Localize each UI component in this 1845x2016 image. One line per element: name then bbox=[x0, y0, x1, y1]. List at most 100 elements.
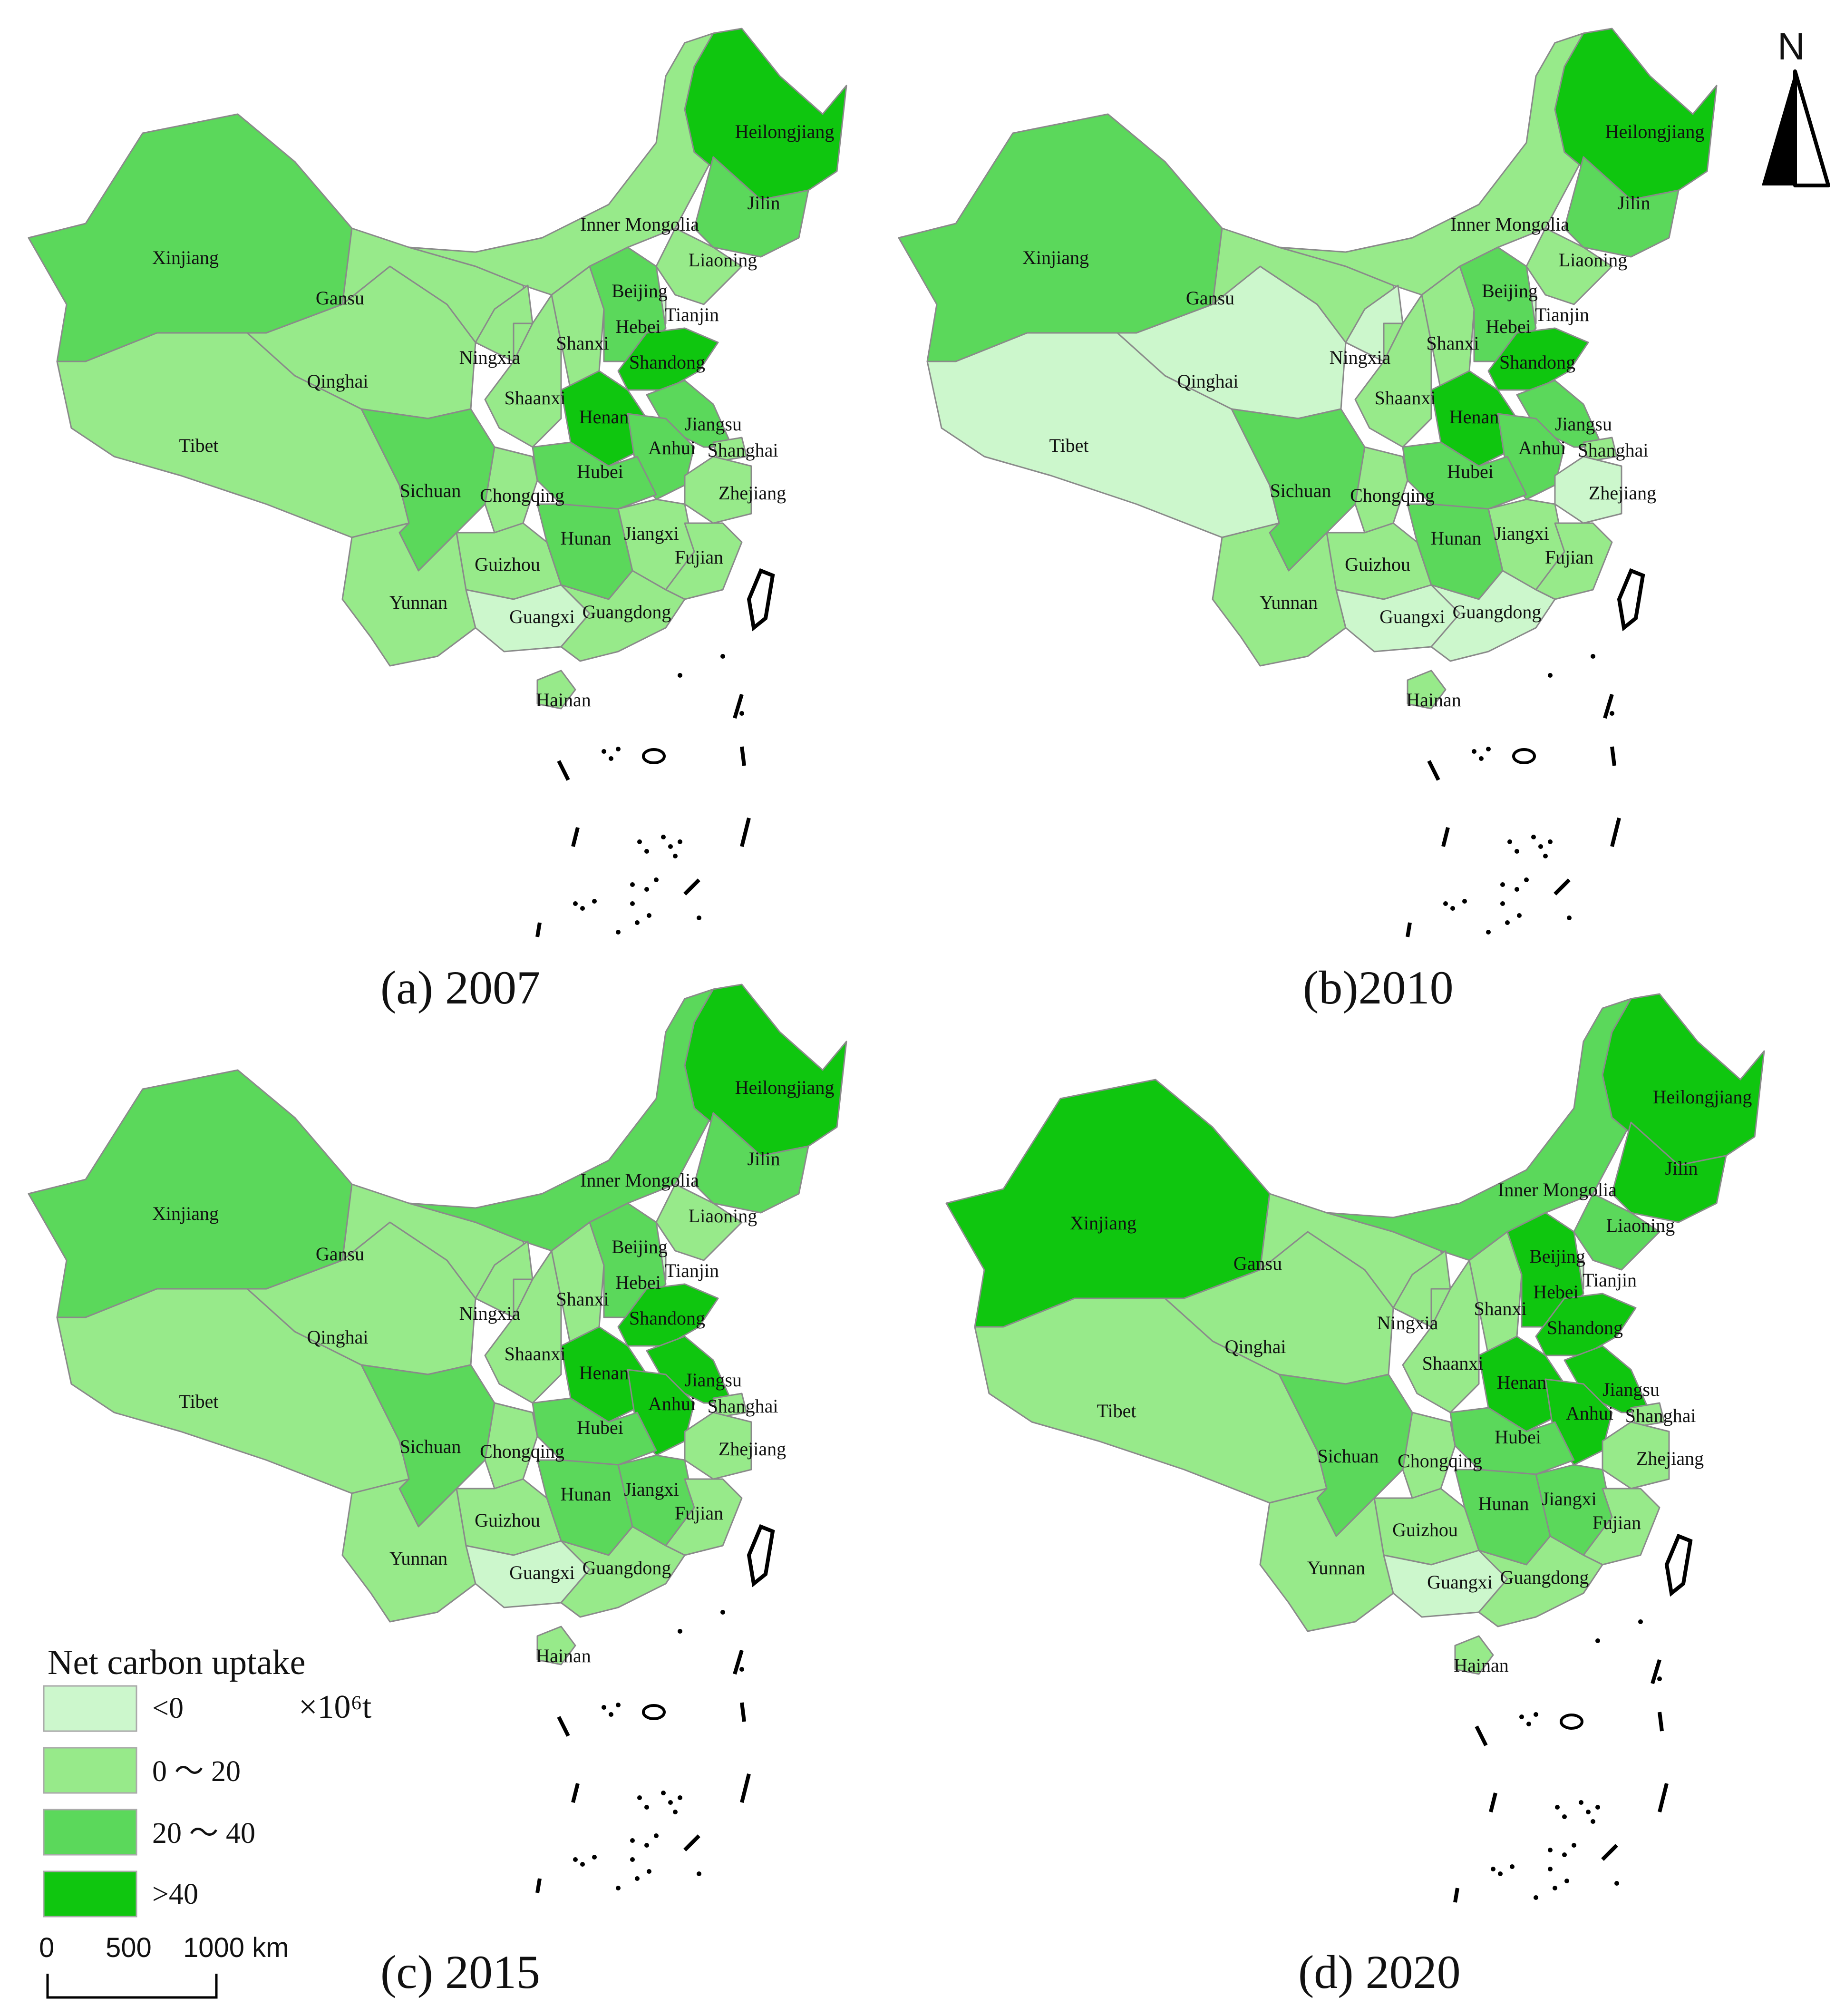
province-label-guangdong: Guangdong bbox=[583, 1557, 671, 1578]
province-shanghai bbox=[712, 437, 748, 462]
province-label-beijing: Beijing bbox=[1482, 280, 1538, 302]
island-dot bbox=[573, 1857, 578, 1862]
province-label-tibet: Tibet bbox=[1049, 435, 1088, 456]
province-label-ningxia: Ningxia bbox=[1330, 347, 1391, 368]
province-label-inner-mongolia: Inner Mongolia bbox=[1450, 214, 1569, 235]
island-dot bbox=[1515, 849, 1519, 854]
island-dot bbox=[630, 901, 635, 906]
island-dot bbox=[1505, 920, 1510, 925]
province-fujian bbox=[1535, 522, 1613, 600]
province-hubei bbox=[532, 1397, 657, 1466]
island-dot bbox=[635, 1876, 640, 1881]
province-label-hunan: Hunan bbox=[1431, 527, 1482, 549]
province-label-qinghai: Qinghai bbox=[1225, 1336, 1286, 1357]
province-label-jiangxi: Jiangxi bbox=[1542, 1488, 1597, 1510]
island-dot bbox=[1555, 1805, 1560, 1810]
island-dot bbox=[602, 1705, 606, 1710]
province-label-jiangsu: Jiangsu bbox=[685, 413, 742, 435]
province-label-jilin: Jilin bbox=[748, 1148, 780, 1169]
province-label-shaanxi: Shaanxi bbox=[1422, 1353, 1484, 1374]
province-label-chongqing: Chongqing bbox=[480, 485, 564, 506]
island-dot bbox=[1507, 839, 1512, 844]
province-shaanxi bbox=[484, 294, 562, 448]
province-label-guangdong: Guangdong bbox=[1453, 601, 1542, 623]
province-label-sichuan: Sichuan bbox=[1318, 1445, 1379, 1467]
island-dot bbox=[661, 835, 666, 839]
island-dot bbox=[697, 1871, 701, 1876]
province-label-shandong: Shandong bbox=[629, 351, 705, 373]
island-dot bbox=[609, 756, 613, 761]
province-label-tianjin: Tianjin bbox=[1583, 1269, 1637, 1291]
province-label-ningxia: Ningxia bbox=[1377, 1312, 1438, 1334]
island-dot bbox=[668, 1800, 673, 1805]
island-dot bbox=[1486, 747, 1491, 751]
province-shanghai bbox=[1583, 437, 1618, 462]
province-label-gansu: Gansu bbox=[1233, 1253, 1282, 1274]
province-label-guangdong: Guangdong bbox=[1500, 1567, 1589, 1588]
island-dot bbox=[678, 1629, 682, 1634]
province-label-zhejiang: Zhejiang bbox=[1589, 482, 1656, 504]
province-hubei bbox=[532, 441, 657, 510]
province-label-heilongjiang: Heilongjiang bbox=[1605, 121, 1705, 142]
province-label-hainan: Hainan bbox=[1406, 689, 1461, 711]
province-label-shaanxi: Shaanxi bbox=[1375, 387, 1436, 409]
island-dot bbox=[697, 915, 701, 920]
island-dot bbox=[678, 673, 682, 678]
scale-tick-500: 500 bbox=[106, 1932, 152, 1963]
province-label-hubei: Hubei bbox=[577, 461, 623, 482]
island-dot bbox=[1498, 1871, 1503, 1876]
scale-bar: 0 500 1000 km bbox=[39, 1932, 289, 1999]
province-label-beijing: Beijing bbox=[612, 1236, 668, 1257]
province-label-henan: Henan bbox=[579, 406, 629, 428]
island-dot bbox=[1614, 1881, 1619, 1886]
island-dot bbox=[630, 882, 635, 887]
province-label-guizhou: Guizhou bbox=[1392, 1519, 1458, 1540]
island-dot bbox=[1534, 1712, 1538, 1717]
province-guangdong bbox=[560, 1526, 686, 1618]
province-label-xinjiang: Xinjiang bbox=[152, 247, 219, 268]
legend-swatch-0-20 bbox=[43, 1747, 137, 1794]
province-label-shandong: Shandong bbox=[1547, 1317, 1623, 1338]
province-label-guangxi: Guangxi bbox=[1427, 1571, 1493, 1593]
province-label-henan: Henan bbox=[1449, 406, 1499, 428]
islands-outline bbox=[535, 568, 775, 937]
island-dot bbox=[1564, 1879, 1569, 1883]
province-shanghai bbox=[712, 1393, 748, 1418]
province-label-hubei: Hubei bbox=[1447, 461, 1494, 482]
province-label-jiangxi: Jiangxi bbox=[624, 1479, 679, 1500]
province-label-chongqing: Chongqing bbox=[1350, 485, 1435, 506]
map-panel-2020: Heilongjiang Jilin Inner Mongolia Liaoning X… bbox=[945, 993, 1765, 1998]
legend-swatch-20-40 bbox=[43, 1809, 137, 1856]
island-dot bbox=[1548, 1867, 1553, 1871]
province-label-jiangsu: Jiangsu bbox=[1602, 1379, 1660, 1400]
province-label-shandong: Shandong bbox=[1499, 351, 1575, 373]
province-label-sichuan: Sichuan bbox=[1270, 480, 1331, 501]
province-label-shaanxi: Shaanxi bbox=[505, 387, 566, 409]
province-label-sichuan: Sichuan bbox=[400, 1436, 461, 1457]
province-label-hainan: Hainan bbox=[1454, 1655, 1509, 1676]
island-dot bbox=[635, 920, 640, 925]
island-dot bbox=[654, 877, 659, 882]
province-label-shaanxi: Shaanxi bbox=[505, 1343, 566, 1364]
legend-label-over-40: >40 bbox=[152, 1878, 198, 1910]
island-dot bbox=[1519, 1714, 1524, 1719]
province-label-jiangsu: Jiangsu bbox=[685, 1369, 742, 1391]
province-label-yunnan: Yunnan bbox=[389, 592, 447, 613]
province-guangdong bbox=[1430, 570, 1556, 662]
province-label-xinjiang: Xinjiang bbox=[152, 1203, 219, 1224]
island-dot bbox=[1591, 1819, 1595, 1824]
island-dot bbox=[1450, 906, 1455, 911]
province-label-yunnan: Yunnan bbox=[1307, 1557, 1365, 1578]
province-shandong bbox=[1487, 327, 1589, 391]
province-label-fujian: Fujian bbox=[1593, 1512, 1641, 1533]
province-label-ningxia: Ningxia bbox=[459, 347, 521, 368]
province-label-hainan: Hainan bbox=[536, 1645, 591, 1666]
province-label-qinghai: Qinghai bbox=[307, 370, 369, 392]
province-label-gansu: Gansu bbox=[316, 287, 364, 309]
island-dot bbox=[1486, 930, 1491, 935]
legend-unit: ×10⁶t bbox=[299, 1689, 372, 1725]
province-label-tibet: Tibet bbox=[179, 435, 218, 456]
province-label-hubei: Hubei bbox=[1495, 1426, 1541, 1448]
province-shaanxi bbox=[1402, 1259, 1480, 1413]
